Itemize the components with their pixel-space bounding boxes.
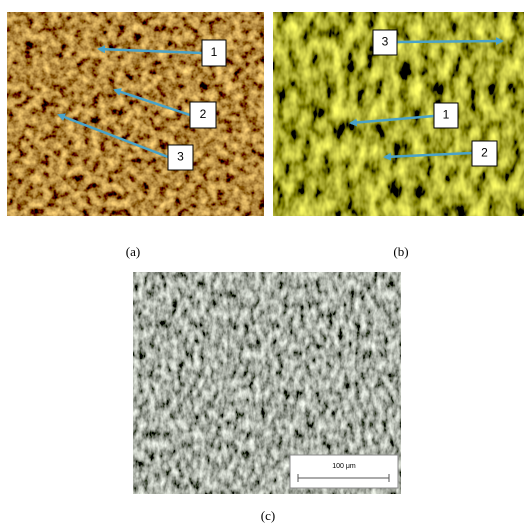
caption: (c) [261, 508, 275, 523]
caption: (b) [393, 244, 408, 259]
annotation: 1 [211, 45, 218, 59]
panel-b: 3 1 2 (b) [273, 12, 524, 259]
panel-c: 100 μm (c) [133, 272, 401, 523]
panel-a: 1 2 3 (a) [7, 12, 264, 259]
annotation: 2 [200, 107, 207, 121]
caption: (a) [126, 244, 140, 259]
annotation: 1 [443, 108, 450, 122]
annotation: 3 [382, 35, 389, 49]
figure: 1 2 3 (a) 3 1 2 (b) 100 μm (c) [0, 0, 527, 525]
scale-bar-box [290, 455, 398, 488]
scale-bar-label: 100 μm [332, 463, 356, 470]
annotation: 3 [177, 150, 184, 164]
annotation: 2 [481, 146, 488, 160]
arrow [397, 41, 502, 42]
